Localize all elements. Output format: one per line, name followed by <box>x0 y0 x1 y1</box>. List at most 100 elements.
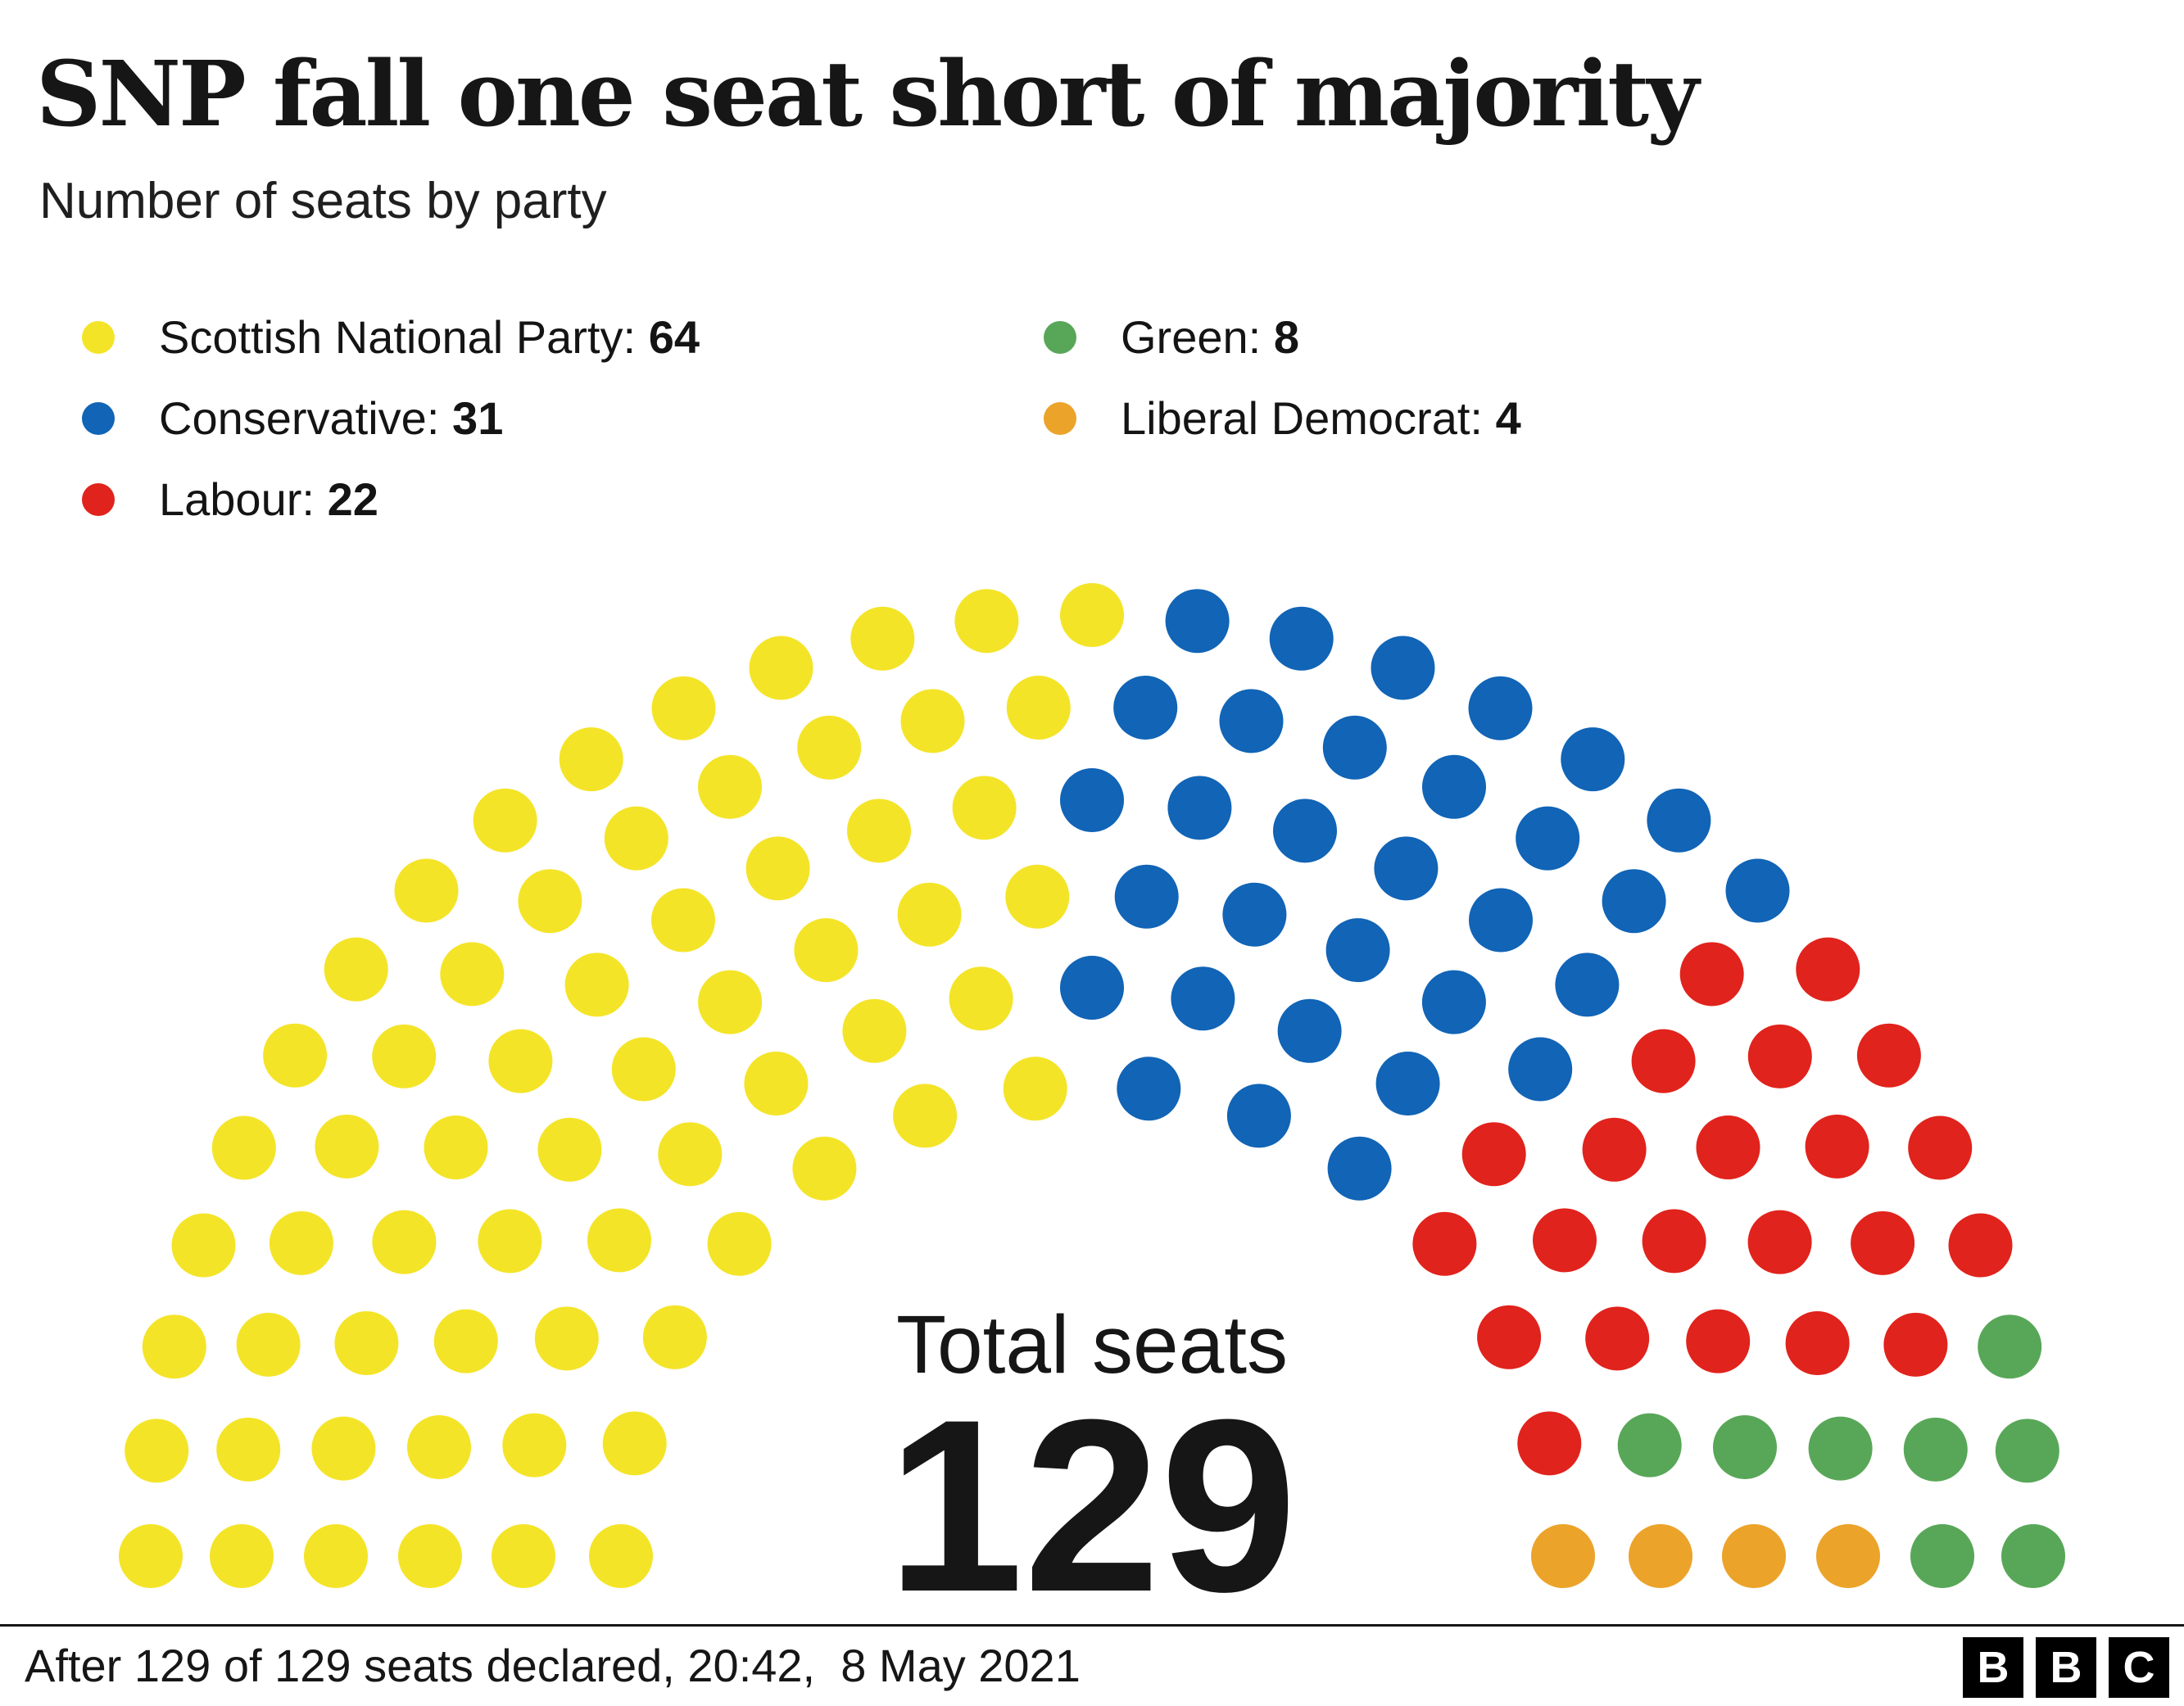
seat-dot <box>1277 998 1342 1063</box>
seat-dot <box>372 1024 437 1088</box>
seat-dot <box>698 754 762 819</box>
seat-dot <box>1617 1413 1682 1477</box>
seat-dot <box>1978 1315 2042 1379</box>
seat-dot <box>745 836 810 901</box>
seat-dot <box>797 715 862 780</box>
seat-dot <box>1517 1411 1582 1476</box>
seat-dot <box>1060 956 1124 1020</box>
seat-dot <box>847 799 911 863</box>
labour-color-dot-icon <box>82 482 115 516</box>
seat-dot <box>611 1037 676 1102</box>
seat-dot <box>125 1419 189 1483</box>
seat-dot <box>1327 1136 1392 1201</box>
seat-dot <box>1222 882 1287 947</box>
total-seats-label: Total seats <box>895 1299 1289 1391</box>
seat-dot <box>1421 970 1486 1034</box>
seat-dot <box>1371 636 1435 700</box>
seat-dot <box>1113 676 1178 740</box>
seat-dot <box>473 788 537 853</box>
seat-dot <box>1582 1117 1647 1182</box>
seat-dot <box>440 942 505 1007</box>
seat-dot <box>1686 1309 1751 1373</box>
legend-item-labour: Labour: 22 <box>82 459 700 540</box>
green-color-dot-icon <box>1044 320 1076 354</box>
seat-dot <box>1533 1208 1597 1273</box>
seat-dot <box>334 1311 399 1375</box>
legend-label-conservative: Conservative: 31 <box>159 392 504 444</box>
seat-dot <box>534 1306 599 1371</box>
seat-dot <box>433 1309 498 1373</box>
seat-dot <box>304 1524 368 1588</box>
seat-dot <box>1602 869 1666 934</box>
seat-dot <box>602 1411 667 1476</box>
bbc-logo-letter: C <box>2109 1637 2169 1698</box>
seat-dot <box>642 1305 707 1369</box>
legend-label-labour: Labour: 22 <box>159 473 378 525</box>
seat-dot <box>315 1114 379 1179</box>
seat-dot <box>142 1315 206 1379</box>
seat-dot <box>216 1417 281 1482</box>
seat-dot <box>1269 606 1334 671</box>
seat-dot <box>1060 583 1124 647</box>
seat-dot <box>1722 1524 1786 1588</box>
seat-dot <box>651 676 716 740</box>
seat-dot <box>952 776 1017 840</box>
footer-divider <box>0 1624 2184 1627</box>
seat-dot <box>1642 1209 1706 1274</box>
seat-dot <box>407 1415 471 1479</box>
seat-dot <box>1461 1122 1526 1187</box>
seat-dot <box>1805 1114 1869 1179</box>
seat-dot <box>1422 754 1486 819</box>
seat-dot <box>1273 799 1337 863</box>
seat-dot <box>1114 864 1179 929</box>
seat-dot <box>850 606 915 671</box>
chart-subtitle: Number of seats by party <box>39 173 607 229</box>
seat-dot <box>324 937 388 1002</box>
seat-dot <box>651 888 715 953</box>
seat-dot <box>1713 1415 1777 1479</box>
seat-dot <box>1005 864 1070 929</box>
snp-color-dot-icon <box>82 320 115 354</box>
seat-dot <box>1516 806 1580 871</box>
seat-dot <box>478 1209 542 1274</box>
seat-dot <box>1375 1052 1440 1115</box>
bbc-logo: B B C <box>1963 1637 2169 1698</box>
seat-dot <box>1226 1084 1291 1148</box>
seat-dot <box>518 869 582 934</box>
seat-dot <box>1468 676 1533 740</box>
seat-dot <box>311 1416 376 1481</box>
seat-dot <box>1725 858 1790 923</box>
legend-item-green: Green: 8 <box>1044 296 1521 378</box>
seat-dot <box>1747 1210 1812 1274</box>
seat-dot <box>1060 768 1124 832</box>
seat-dot <box>658 1122 723 1187</box>
total-seats-value: 129 <box>886 1368 1298 1643</box>
seat-dot <box>1696 1115 1760 1179</box>
seat-dot <box>1816 1524 1880 1588</box>
seat-dot <box>1796 937 1860 1002</box>
seat-dot <box>707 1211 772 1276</box>
seat-dot <box>1679 942 1744 1007</box>
seat-dot <box>1531 1524 1595 1588</box>
seat-dot <box>398 1524 462 1588</box>
seat-dot <box>236 1312 301 1377</box>
footer-status-text: After 129 of 129 seats declared, 20:42, … <box>25 1640 1081 1691</box>
seat-dot <box>1948 1213 2013 1278</box>
seat-dot <box>792 1136 857 1201</box>
seat-dot <box>269 1210 333 1275</box>
libdem-color-dot-icon <box>1044 401 1076 435</box>
seat-dot <box>1629 1524 1692 1588</box>
seat-dot <box>1908 1115 1973 1180</box>
legend-item-libdem: Liberal Democrat: 4 <box>1044 378 1521 459</box>
seat-dot <box>1508 1037 1573 1102</box>
seat-dot <box>1995 1419 2059 1483</box>
seat-dot <box>1747 1024 1812 1088</box>
seat-dot <box>1910 1524 1974 1588</box>
legend-label-green: Green: 8 <box>1121 311 1300 363</box>
seat-dot <box>1585 1306 1650 1371</box>
seat-dot <box>1219 689 1284 753</box>
seat-dot <box>1903 1417 1968 1482</box>
bbc-logo-letter: B <box>2036 1637 2096 1698</box>
legend-label-libdem: Liberal Democrat: 4 <box>1121 392 1521 444</box>
